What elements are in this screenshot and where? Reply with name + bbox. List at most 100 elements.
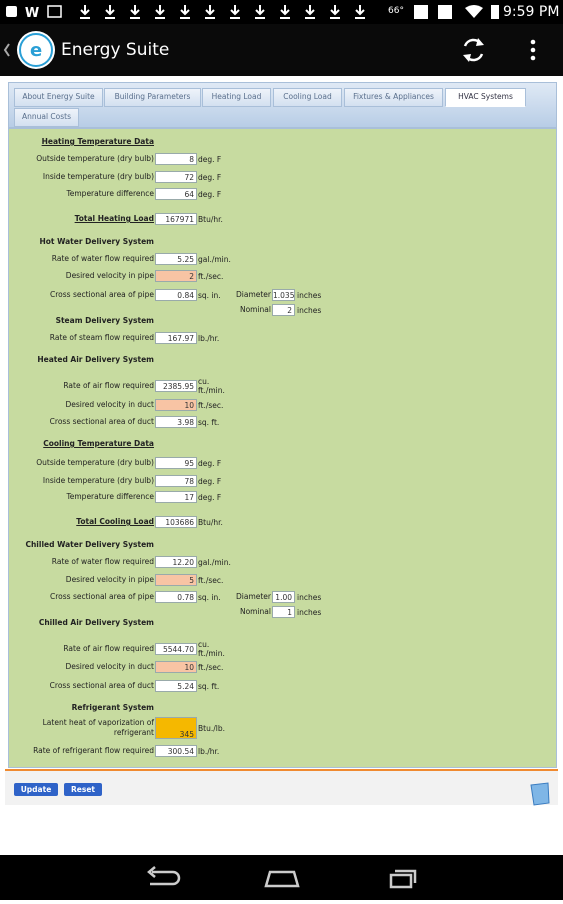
input-field[interactable]: 2 <box>272 304 295 316</box>
status-bar: W 66° 9:59 PM <box>0 0 563 24</box>
unit: deg. F <box>198 155 222 164</box>
section-heading: Chilled Water Delivery System <box>25 540 154 549</box>
svg-text:W: W <box>25 6 39 21</box>
input-field[interactable]: 345 <box>155 717 197 739</box>
unit: deg. F <box>198 190 222 199</box>
field-label: Cross sectional area of duct <box>49 681 154 690</box>
field-label: Latent heat of vaporization of refrigera… <box>42 718 154 737</box>
input-field[interactable]: 5.25 <box>155 253 197 265</box>
input-field[interactable]: 103686 <box>155 516 197 528</box>
field-label: Nominal <box>239 305 271 314</box>
app-title: Energy Suite <box>61 40 170 60</box>
field-label: Temperature difference <box>66 189 154 198</box>
unit: ft./sec. <box>198 663 224 672</box>
section-heading: Chilled Air Delivery System <box>38 618 154 627</box>
unit: sq. ft. <box>198 682 220 691</box>
tab[interactable]: Cooling Load <box>273 88 342 107</box>
field-label: Rate of water flow required <box>51 254 154 263</box>
field-label: Outside temperature (dry bulb) <box>36 458 154 467</box>
input-field[interactable]: 1 <box>272 606 295 618</box>
tab[interactable]: About Energy Suite <box>14 88 103 107</box>
unit: ft./sec. <box>198 401 224 410</box>
section-heading: Heating Temperature Data <box>41 137 154 146</box>
form-panel: Heating Temperature Data Outside temperat… <box>8 128 557 768</box>
field-label: Diameter <box>235 592 271 601</box>
field-label: Cross sectional area of pipe <box>50 592 154 601</box>
total-label: Total Heating Load <box>74 214 154 223</box>
input-field[interactable]: 167.97 <box>155 332 197 344</box>
app-bar-icons: e <box>3 31 536 69</box>
section-heading: Cooling Temperature Data <box>43 439 154 448</box>
unit: cu. ft./min. <box>198 640 225 658</box>
unit: ft./sec. <box>198 576 224 585</box>
temperature: 66° <box>388 6 404 16</box>
input-field[interactable]: 300.54 <box>155 745 197 757</box>
field-label: Inside temperature (dry bulb) <box>42 476 154 485</box>
field-label: Temperature difference <box>66 492 154 501</box>
input-field[interactable]: 5 <box>155 574 197 586</box>
input-field[interactable]: 64 <box>155 188 197 200</box>
status-icons: W <box>6 5 499 21</box>
input-field[interactable]: 2 <box>155 270 197 282</box>
tab[interactable]: Fixtures & Appliances <box>344 88 443 107</box>
nav-icons <box>147 866 417 889</box>
input-field[interactable]: 17 <box>155 491 197 503</box>
input-field[interactable]: 78 <box>155 475 197 487</box>
input-field[interactable]: 167971 <box>155 213 197 225</box>
input-field[interactable]: 2385.95 <box>155 380 197 392</box>
field-label: Desired velocity in pipe <box>65 271 154 280</box>
unit: Btu/hr. <box>198 215 223 224</box>
input-field[interactable]: 0.78 <box>155 591 197 603</box>
field-label: Desired velocity in duct <box>65 400 154 409</box>
input-field[interactable]: 1.00 <box>272 591 295 603</box>
input-field[interactable]: 10 <box>155 661 197 673</box>
total-label: Total Cooling Load <box>76 517 154 526</box>
section-heading: Refrigerant System <box>71 703 154 712</box>
unit: inches <box>297 608 322 617</box>
input-field[interactable]: 8 <box>155 153 197 165</box>
tab-bar: About Energy Suite Building Parameters Hea… <box>8 82 557 128</box>
input-field[interactable]: 5544.70 <box>155 643 197 655</box>
field-label: Nominal <box>239 607 271 616</box>
unit: deg. F <box>198 173 222 182</box>
tab[interactable]: Building Parameters <box>104 88 201 107</box>
input-field[interactable]: 0.84 <box>155 289 197 301</box>
input-field[interactable]: 12.20 <box>155 556 197 568</box>
field-label: Desired velocity in duct <box>65 662 154 671</box>
tab[interactable]: Annual Costs <box>14 108 79 127</box>
logo-icon <box>530 782 550 806</box>
tab[interactable]: Heating Load <box>202 88 271 107</box>
unit: deg. F <box>198 459 222 468</box>
nav-bar <box>0 855 563 900</box>
unit: deg. F <box>198 493 222 502</box>
unit: ft./sec. <box>198 272 224 281</box>
button[interactable]: Update <box>14 783 58 796</box>
field-label: Rate of water flow required <box>51 557 154 566</box>
unit: deg. F <box>198 477 222 486</box>
tab[interactable]: HVAC Systems <box>445 88 526 107</box>
input-field[interactable]: 1.035 <box>272 289 295 301</box>
unit: inches <box>297 306 322 315</box>
input-field[interactable]: 95 <box>155 457 197 469</box>
field-label: Inside temperature (dry bulb) <box>42 172 154 181</box>
field-label: Rate of steam flow required <box>49 333 154 342</box>
input-field[interactable]: 10 <box>155 399 197 411</box>
input-field[interactable]: 72 <box>155 171 197 183</box>
field-label: Rate of air flow required <box>63 644 154 653</box>
button[interactable]: Reset <box>64 783 102 796</box>
unit: inches <box>297 593 322 602</box>
field-label: Desired velocity in pipe <box>65 575 154 584</box>
unit: gal./min. <box>198 255 231 264</box>
field-label: Diameter <box>235 290 271 299</box>
section-heading: Steam Delivery System <box>55 316 154 325</box>
field-label: Rate of refrigerant flow required <box>33 746 154 755</box>
unit: sq. in. <box>198 593 221 602</box>
field-label: Cross sectional area of duct <box>49 417 154 426</box>
section-heading: Heated Air Delivery System <box>37 355 154 364</box>
app-bar: e Energy Suite <box>0 24 563 76</box>
input-field[interactable]: 5.24 <box>155 680 197 692</box>
input-field[interactable]: 3.98 <box>155 416 197 428</box>
unit: lb./hr. <box>198 334 220 343</box>
svg-text:e: e <box>30 40 42 61</box>
